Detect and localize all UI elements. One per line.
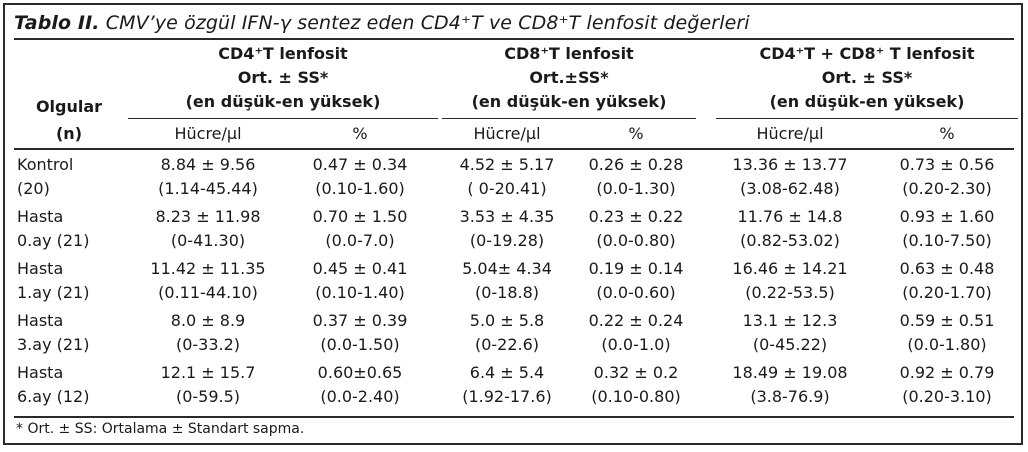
row-4-label2: 3.ay (21) [17,335,90,354]
cell-r1-c1-mean-sd: 8.84 ± 9.56 [160,155,256,174]
table-title-label: Tablo II. [14,12,100,34]
row-2-label2: 0.ay (21) [17,231,90,250]
header-olgular: Olgular [35,97,103,116]
row-3-label1: Hasta [17,259,64,278]
group-1-header-line2: Ort. ± SS* [237,68,329,87]
cell-r5-c2-mean-sd: 0.60±0.65 [317,363,403,382]
cell-r2-c4-range: (0.0-0.80) [596,231,676,250]
group-2-subheader-col1: Hücre/µl [473,124,541,143]
cell-r3-c5-mean-sd: 16.46 ± 14.21 [732,259,848,278]
cell-r3-c1-range: (0.11-44.10) [158,283,258,302]
group-3-subheader-col2: % [939,124,955,143]
cell-r1-c4-range: (0.0-1.30) [596,179,676,198]
cell-r4-c6-range: (0.0-1.80) [907,335,987,354]
group-3-header-line2: Ort. ± SS* [821,68,913,87]
cell-r2-c2-range: (0.0-7.0) [325,231,395,250]
cell-r5-c5-mean-sd: 18.49 ± 19.08 [732,363,848,382]
cell-r5-c1-range: (0-59.5) [175,387,241,406]
cell-r5-c4-mean-sd: 0.32 ± 0.2 [593,363,679,382]
cell-r4-c3-range: (0-22.6) [474,335,540,354]
cell-r3-c5-range: (0.22-53.5) [745,283,835,302]
cell-r3-c6-range: (0.20-1.70) [902,283,992,302]
cell-r4-c1-range: (0-33.2) [175,335,241,354]
cell-r4-c4-mean-sd: 0.22 ± 0.24 [588,311,684,330]
group-2-subheader-col2: % [628,124,644,143]
cell-r4-c4-range: (0.0-1.0) [601,335,671,354]
footnote: * Ort. ± SS: Ortalama ± Standart sapma. [16,421,305,437]
cell-r2-c3-mean-sd: 3.53 ± 4.35 [459,207,555,226]
cell-r3-c3-range: (0-18.8) [474,283,540,302]
cell-r2-c1-range: (0-41.30) [170,231,246,250]
row-2-label1: Hasta [17,207,64,226]
group-2-header-line1: CD8⁺T lenfosit [504,44,634,63]
cell-r3-c1-mean-sd: 11.42 ± 11.35 [150,259,266,278]
group-3-header-line3: (en düşük-en yüksek) [769,92,965,111]
cell-r2-c5-mean-sd: 11.76 ± 14.8 [737,207,843,226]
table-frame [3,3,1023,445]
cell-r4-c3-mean-sd: 5.0 ± 5.8 [469,311,545,330]
group-3-header-line1: CD4⁺T + CD8⁺ T lenfosit [759,44,975,63]
group-1-header-line3: (en düşük-en yüksek) [185,92,381,111]
cell-r3-c3-mean-sd: 5.04± 4.34 [462,259,552,278]
cell-r5-c3-mean-sd: 6.4 ± 5.4 [469,363,545,382]
cell-r5-c3-range: (1.92-17.6) [462,387,552,406]
cell-r5-c2-range: (0.0-2.40) [320,387,400,406]
cell-r3-c4-mean-sd: 0.19 ± 0.14 [588,259,684,278]
row-5-label2: 6.ay (12) [17,387,90,406]
group-1-header-line1: CD4⁺T lenfosit [218,44,348,63]
row-1-label1: Kontrol [17,155,74,174]
cell-r4-c2-range: (0.0-1.50) [320,335,400,354]
header-n: (n) [55,124,82,143]
cell-r3-c4-range: (0.0-0.60) [596,283,676,302]
cell-r5-c6-range: (0.20-3.10) [902,387,992,406]
row-5-label1: Hasta [17,363,64,382]
cell-r1-c3-range: ( 0-20.41) [467,179,547,198]
group-2-header-line2: Ort.±SS* [529,68,609,87]
cell-r4-c1-mean-sd: 8.0 ± 8.9 [170,311,246,330]
group-1-subheader-col1: Hücre/µl [174,124,242,143]
group-2-header-line3: (en düşük-en yüksek) [471,92,667,111]
row-4-label1: Hasta [17,311,64,330]
cell-r1-c6-range: (0.20-2.30) [902,179,992,198]
table-title: Tablo II. CMV’ye özgül IFN-γ sentez eden… [14,12,750,34]
cell-r3-c2-mean-sd: 0.45 ± 0.41 [312,259,408,278]
cell-r4-c5-range: (0-45.22) [752,335,828,354]
row-1-label2: (20) [17,179,50,198]
group-2-underline [442,118,696,119]
title-rule [14,38,1014,40]
table-bottom-rule [14,416,1014,418]
group-1-underline [128,118,438,119]
cell-r1-c4-mean-sd: 0.26 ± 0.28 [588,155,684,174]
cell-r4-c2-mean-sd: 0.37 ± 0.39 [312,311,408,330]
cell-r2-c1-mean-sd: 8.23 ± 11.98 [155,207,261,226]
cell-r2-c6-mean-sd: 0.93 ± 1.60 [899,207,995,226]
cell-r1-c1-range: (1.14-45.44) [158,179,258,198]
cell-r2-c4-mean-sd: 0.23 ± 0.22 [588,207,684,226]
cell-r1-c5-range: (3.08-62.48) [740,179,840,198]
table-title-text: CMV’ye özgül IFN-γ sentez eden CD4⁺T ve … [105,12,750,34]
cell-r2-c2-mean-sd: 0.70 ± 1.50 [312,207,408,226]
cell-r1-c2-range: (0.10-1.60) [315,179,405,198]
cell-r2-c6-range: (0.10-7.50) [902,231,992,250]
cell-r1-c6-mean-sd: 0.73 ± 0.56 [899,155,995,174]
cell-r5-c1-mean-sd: 12.1 ± 15.7 [160,363,256,382]
group-3-underline [716,118,1018,119]
cell-r2-c3-range: (0-19.28) [469,231,545,250]
row-3-label2: 1.ay (21) [17,283,90,302]
group-3-subheader-col1: Hücre/µl [756,124,824,143]
cell-r4-c5-mean-sd: 13.1 ± 12.3 [742,311,838,330]
cell-r1-c2-mean-sd: 0.47 ± 0.34 [312,155,408,174]
cell-r5-c5-range: (3.8-76.9) [750,387,830,406]
cell-r3-c6-mean-sd: 0.63 ± 0.48 [899,259,995,278]
cell-r2-c5-range: (0.82-53.02) [740,231,840,250]
header-rule [14,148,1014,150]
cell-r4-c6-mean-sd: 0.59 ± 0.51 [899,311,995,330]
group-1-subheader-col2: % [352,124,368,143]
cell-r1-c3-mean-sd: 4.52 ± 5.17 [459,155,555,174]
cell-r5-c6-mean-sd: 0.92 ± 0.79 [899,363,995,382]
cell-r5-c4-range: (0.10-0.80) [591,387,681,406]
cell-r1-c5-mean-sd: 13.36 ± 13.77 [732,155,848,174]
cell-r3-c2-range: (0.10-1.40) [315,283,405,302]
